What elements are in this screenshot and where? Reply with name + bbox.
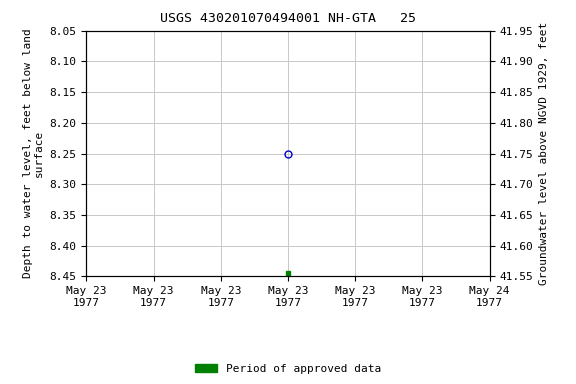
Legend: Period of approved data: Period of approved data <box>191 359 385 379</box>
Y-axis label: Groundwater level above NGVD 1929, feet: Groundwater level above NGVD 1929, feet <box>539 22 548 285</box>
Y-axis label: Depth to water level, feet below land
surface: Depth to water level, feet below land su… <box>22 29 44 278</box>
Title: USGS 430201070494001 NH-GTA   25: USGS 430201070494001 NH-GTA 25 <box>160 12 416 25</box>
